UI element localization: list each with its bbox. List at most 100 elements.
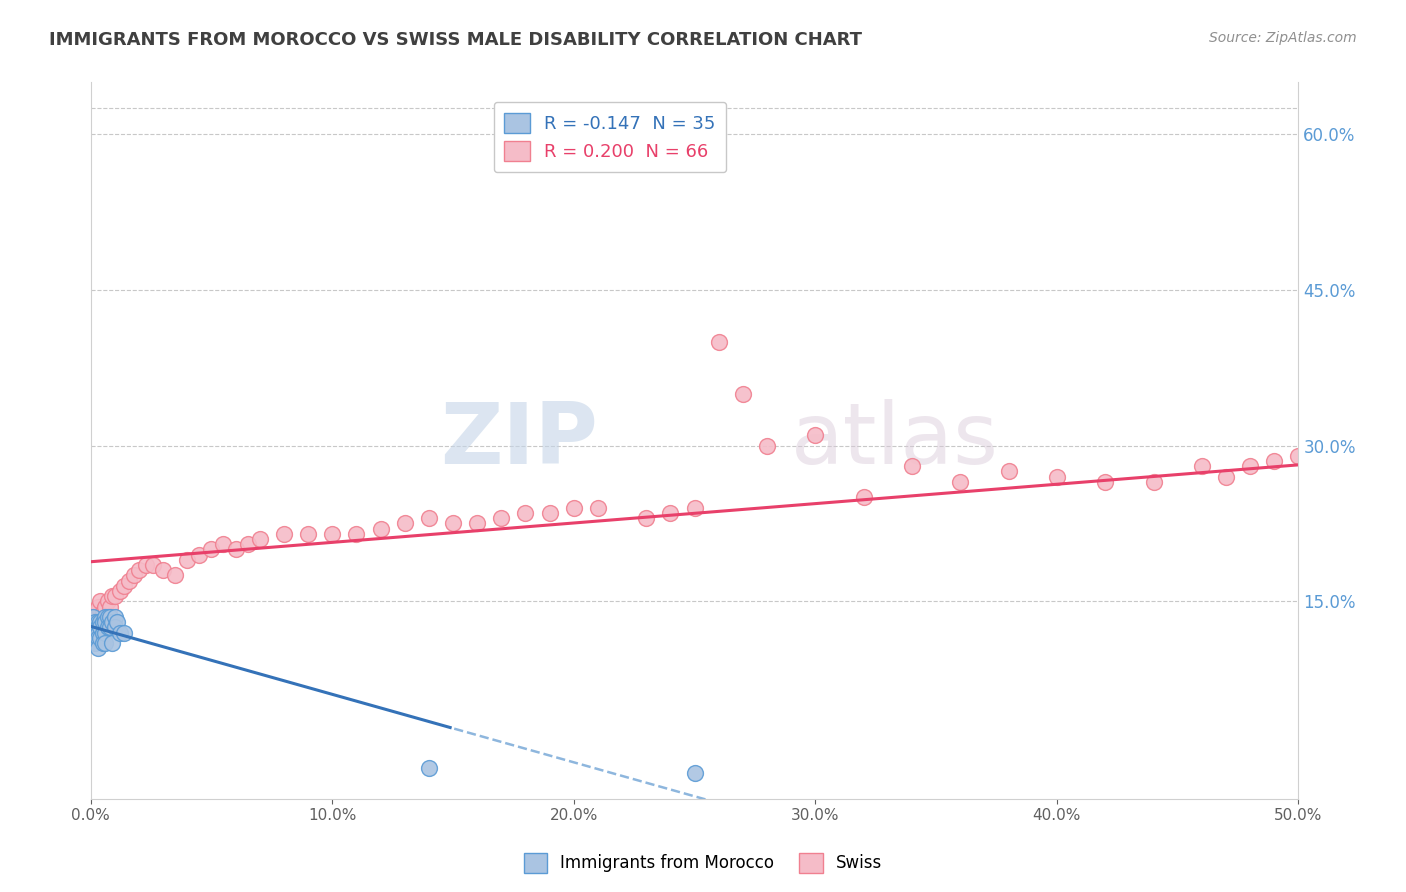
Point (418, 511, 440, 525)
Point (225, 542, 247, 557)
Point (1336, 548, 1358, 562)
Point (1142, 475, 1164, 489)
Point (104, 620, 127, 634)
Point (1046, 469, 1069, 483)
Point (1263, 454, 1285, 468)
Point (94, 610, 117, 624)
Point (1288, 449, 1310, 463)
Point (89, 615, 111, 629)
Point (91, 615, 114, 629)
Point (84, 636, 107, 650)
Point (418, 761, 440, 775)
Point (91, 625, 114, 640)
Point (82, 610, 104, 624)
Point (852, 491, 875, 505)
Point (297, 526, 319, 541)
Point (273, 526, 295, 541)
Point (101, 589, 124, 603)
Point (683, 765, 706, 780)
Point (87, 641, 110, 656)
Point (394, 516, 416, 531)
Point (118, 574, 141, 588)
Text: Source: ZipAtlas.com: Source: ZipAtlas.com (1209, 31, 1357, 45)
Point (96, 610, 118, 624)
Point (87, 599, 110, 614)
Point (94, 636, 117, 650)
Point (84, 620, 107, 634)
Point (1239, 459, 1261, 474)
Point (370, 522, 392, 536)
Point (87, 615, 110, 629)
Point (1312, 526, 1334, 541)
Point (1215, 469, 1237, 483)
Point (321, 526, 343, 541)
Text: atlas: atlas (792, 399, 1000, 482)
Point (105, 615, 128, 629)
Point (441, 516, 464, 531)
Legend: Immigrants from Morocco, Swiss: Immigrants from Morocco, Swiss (517, 847, 889, 880)
Point (135, 558, 157, 572)
Point (491, 511, 513, 525)
Point (152, 563, 174, 577)
Point (804, 428, 827, 442)
Point (538, 506, 561, 520)
Point (94, 615, 117, 629)
Point (683, 500, 706, 515)
Point (94, 625, 117, 640)
Point (91, 605, 114, 619)
Point (87, 625, 110, 640)
Point (756, 438, 779, 452)
Point (188, 548, 211, 562)
Point (176, 553, 198, 567)
Point (84, 605, 107, 619)
Point (142, 558, 165, 572)
Point (236, 537, 259, 551)
Point (94, 599, 117, 614)
Point (249, 532, 271, 546)
Point (82, 605, 104, 619)
Point (165, 568, 187, 582)
Legend: R = -0.147  N = 35, R = 0.200  N = 66: R = -0.147 N = 35, R = 0.200 N = 66 (494, 102, 727, 172)
Point (562, 500, 585, 515)
Point (949, 475, 972, 489)
Point (98, 610, 121, 624)
Point (128, 563, 150, 577)
Point (212, 537, 235, 551)
Point (101, 615, 124, 629)
Point (515, 506, 537, 520)
Point (465, 516, 488, 531)
Point (1384, 526, 1406, 541)
Point (1360, 526, 1382, 541)
Point (82, 625, 104, 640)
Point (997, 465, 1019, 479)
Point (91, 636, 114, 650)
Point (586, 500, 609, 515)
Point (87, 620, 110, 634)
Point (98, 599, 121, 614)
Point (200, 542, 222, 557)
Point (89, 594, 111, 608)
Point (901, 459, 924, 474)
Point (344, 526, 367, 541)
Point (104, 610, 127, 624)
Point (89, 620, 111, 634)
Point (731, 386, 754, 401)
Point (707, 334, 730, 349)
Point (610, 116, 633, 130)
Point (96, 594, 118, 608)
Point (659, 506, 682, 520)
Point (108, 584, 131, 599)
Point (1094, 475, 1116, 489)
Point (104, 589, 127, 603)
Point (108, 625, 131, 640)
Point (87, 631, 110, 645)
Point (82, 631, 104, 645)
Point (114, 579, 136, 593)
Point (101, 636, 124, 650)
Point (84, 615, 107, 629)
Point (636, 511, 658, 525)
Point (114, 625, 136, 640)
Point (1191, 459, 1213, 474)
Point (89, 631, 111, 645)
Point (98, 620, 121, 634)
